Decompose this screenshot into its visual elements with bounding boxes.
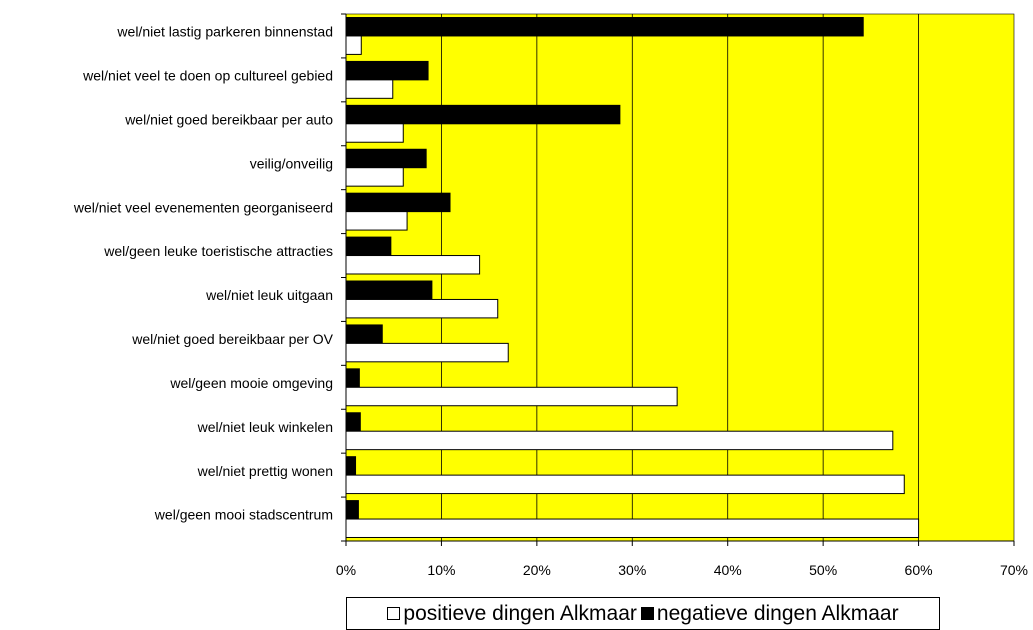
bar-negative (345, 368, 360, 388)
bar-positive (345, 342, 509, 363)
bar-negative (345, 500, 359, 520)
x-tick-label: 0% (336, 562, 356, 578)
bar-negative (345, 192, 451, 213)
bar-negative (345, 17, 864, 37)
x-tick-label: 60% (905, 562, 933, 578)
x-tick-label: 70% (1000, 562, 1028, 578)
legend-item-negative: negatieve dingen Alkmaar (640, 601, 899, 626)
bar-positive (345, 211, 408, 231)
category-label: wel/niet veel evenementen georganiseerd (73, 199, 333, 215)
category-label: wel/geen mooi stadscentrum (154, 507, 333, 523)
bar-negative (345, 324, 383, 344)
category-label: wel/niet leuk uitgaan (205, 287, 333, 303)
bar-positive (345, 79, 394, 99)
bar-positive (345, 386, 678, 407)
grid-lines (441, 14, 919, 541)
bar-negative (345, 236, 392, 257)
bar-positive (345, 430, 894, 451)
x-tick-label: 50% (809, 562, 837, 578)
x-tick-label: 20% (523, 562, 551, 578)
bar-chart: wel/niet lastig parkeren binnenstad wel/n… (73, 13, 1028, 578)
x-tick-label: 10% (427, 562, 455, 578)
bar-positive (345, 298, 499, 319)
category-label: veilig/onveilig (250, 155, 333, 171)
bar-positive (345, 167, 404, 187)
axes (341, 13, 1015, 546)
bar-positive (345, 518, 920, 538)
legend-swatch-negative (640, 607, 654, 620)
bar-positive (345, 35, 362, 55)
legend-swatch-positive (387, 607, 401, 620)
bar-negative (345, 412, 361, 432)
category-label: wel/geen mooie omgeving (169, 375, 333, 391)
bar-positive (345, 255, 481, 275)
bar-negative (345, 148, 427, 169)
category-label: wel/geen leuke toeristische attracties (103, 243, 333, 259)
legend: positieve dingen Alkmaar negatieve dinge… (346, 597, 940, 630)
bar-positive (345, 474, 905, 495)
category-label: wel/niet goed bereikbaar per auto (124, 111, 333, 127)
plot-background (345, 13, 1015, 542)
category-label: wel/niet goed bereikbaar per OV (131, 331, 333, 347)
category-label: wel/niet prettig wonen (197, 463, 333, 479)
bar-negative (345, 456, 357, 476)
legend-label-positive: positieve dingen Alkmaar (403, 601, 637, 625)
bar-negative (345, 60, 429, 81)
x-tick-label: 30% (618, 562, 646, 578)
category-label: wel/niet veel te doen op cultureel gebie… (82, 68, 333, 84)
x-tick-labels: 0% 10% 20% 30% 40% 50% 60% 70% (336, 562, 1028, 578)
category-label: wel/niet lastig parkeren binnenstad (116, 24, 333, 40)
legend-label-negative: negatieve dingen Alkmaar (656, 601, 899, 625)
bar-negative (345, 280, 433, 300)
category-label: wel/niet leuk winkelen (197, 419, 333, 435)
bar-negative (345, 104, 621, 125)
bar-positive (345, 123, 404, 143)
legend-item-positive: positieve dingen Alkmaar (387, 601, 637, 626)
category-labels: wel/niet lastig parkeren binnenstad wel/n… (73, 24, 334, 523)
x-tick-label: 40% (714, 562, 742, 578)
plot-area (345, 13, 1015, 542)
